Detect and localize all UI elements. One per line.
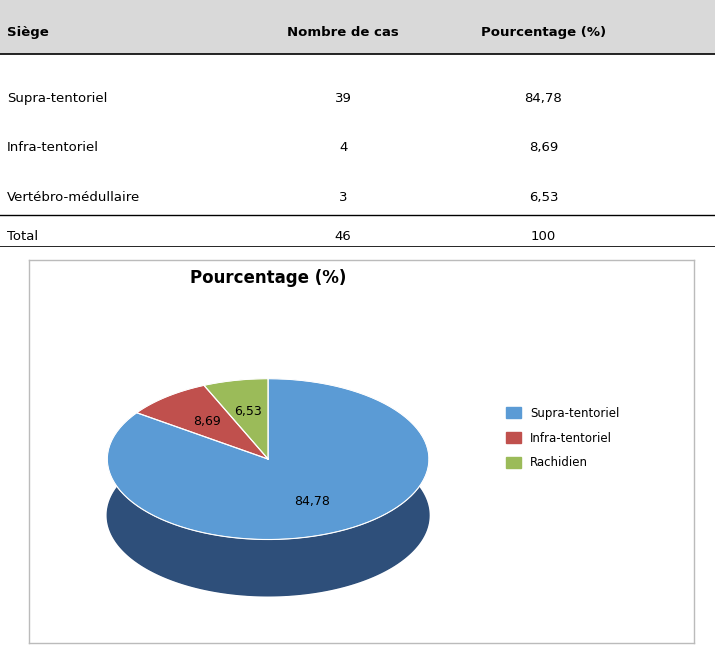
Text: 8,69: 8,69 <box>193 415 221 428</box>
Text: Nombre de cas: Nombre de cas <box>287 25 399 38</box>
Polygon shape <box>137 386 204 469</box>
Text: Pourcentage (%): Pourcentage (%) <box>480 25 606 38</box>
Text: 84,78: 84,78 <box>525 92 562 105</box>
Text: 4: 4 <box>339 141 347 154</box>
Text: 6,53: 6,53 <box>528 191 558 204</box>
Polygon shape <box>107 435 429 596</box>
Text: 3: 3 <box>339 191 347 204</box>
Text: 8,69: 8,69 <box>529 141 558 154</box>
Polygon shape <box>137 386 268 459</box>
Text: Total: Total <box>7 230 39 243</box>
Text: Supra-tentoriel: Supra-tentoriel <box>7 92 107 105</box>
Bar <box>0 0 715 55</box>
Polygon shape <box>204 378 268 442</box>
Text: 84,78: 84,78 <box>295 495 330 508</box>
Text: Pourcentage (%): Pourcentage (%) <box>190 269 346 288</box>
Text: 39: 39 <box>335 92 352 105</box>
Text: 6,53: 6,53 <box>235 406 262 419</box>
Text: Infra-tentoriel: Infra-tentoriel <box>7 141 99 154</box>
Polygon shape <box>107 378 429 539</box>
Polygon shape <box>107 378 429 596</box>
Text: Vertébro-médullaire: Vertébro-médullaire <box>7 191 140 204</box>
Text: 46: 46 <box>335 230 352 243</box>
Text: 100: 100 <box>531 230 556 243</box>
Text: Siège: Siège <box>7 25 49 38</box>
Polygon shape <box>204 378 268 459</box>
Legend: Supra-tentoriel, Infra-tentoriel, Rachidien: Supra-tentoriel, Infra-tentoriel, Rachid… <box>506 407 619 469</box>
